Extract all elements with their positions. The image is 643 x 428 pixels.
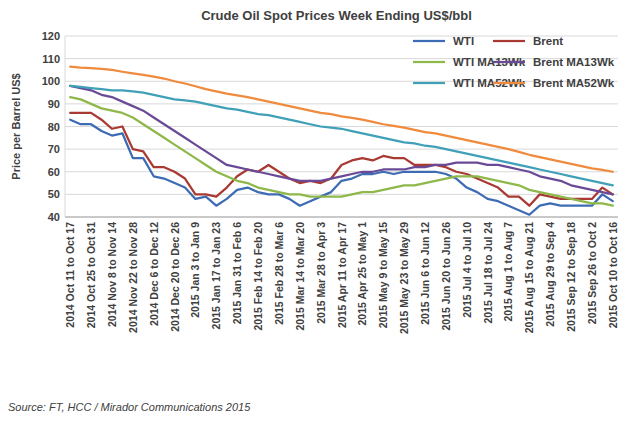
y-tick-label: 80 bbox=[48, 121, 60, 133]
legend-swatch bbox=[493, 61, 525, 63]
y-tick-label: 50 bbox=[48, 188, 60, 200]
title: Crude Oil Spot Prices Week Ending US$/bb… bbox=[201, 8, 472, 23]
x-tick-label: 2015 Apr 11 to Apr 17 bbox=[336, 222, 348, 328]
legend-label: WTI MA52Wk bbox=[453, 77, 526, 89]
grid-line bbox=[65, 194, 618, 195]
x-tick-label: 2015 Aug 15 to Aug 21 bbox=[523, 222, 535, 333]
x-tick-label: 2014 Oct 11 to Oct 17 bbox=[64, 222, 76, 328]
series-line bbox=[70, 113, 613, 206]
series-line bbox=[70, 67, 613, 172]
x-tick-label: 2015 Jan 17 to Jan 23 bbox=[210, 222, 222, 330]
legend-swatch bbox=[493, 82, 525, 84]
y-tick-label: 100 bbox=[42, 75, 60, 87]
y-tick-label: 120 bbox=[42, 30, 60, 42]
legend-label: WTI MA13Wk bbox=[453, 56, 526, 68]
x-tick-label: 2015 Jul 18 to Jul 24 bbox=[482, 222, 494, 324]
x-tick-label: 2015 Jan 31 to Feb 6 bbox=[231, 222, 243, 324]
x-tick-label: 2015 Aug 29 to Sep 4 bbox=[544, 222, 556, 327]
x-tick-label: 2015 Sep 26 to Oct 2 bbox=[586, 222, 598, 324]
legend-swatch bbox=[413, 61, 445, 63]
x-tick-label: 2015 Mar 14 to Mar 20 bbox=[294, 222, 306, 331]
source: Source: FT, HCC / Mirador Communications… bbox=[8, 401, 251, 413]
x-tick-label: 2014 Nov 8 to Nov 14 bbox=[106, 222, 118, 327]
x-tick-label: 2015 Feb 28 to Mar 6 bbox=[273, 222, 285, 325]
x-tick-label: 2014 Dec 20 to Dec 26 bbox=[169, 222, 181, 332]
series-line bbox=[70, 86, 613, 195]
x-tick-label: 2015 Apr 25 to May 1 bbox=[356, 222, 368, 326]
plot-area bbox=[70, 67, 613, 215]
x-axis bbox=[65, 217, 618, 218]
legend-label: Brent bbox=[533, 35, 563, 47]
legend-label: Brent MA52Wk bbox=[533, 77, 615, 89]
legend-swatch bbox=[493, 40, 525, 42]
series-line bbox=[70, 97, 613, 206]
legend-swatch bbox=[413, 82, 445, 84]
legend-swatch bbox=[413, 40, 445, 42]
y-tick-label: 40 bbox=[48, 211, 60, 223]
chart: Crude Oil Spot Prices Week Ending US$/bb… bbox=[0, 0, 643, 428]
legend-label: WTI bbox=[453, 35, 474, 47]
y-tick-label: 110 bbox=[42, 53, 60, 65]
grid-line bbox=[65, 171, 618, 172]
grid-line bbox=[65, 103, 618, 104]
background bbox=[0, 0, 643, 428]
x-tick-label: 2014 Oct 25 to Oct 31 bbox=[85, 222, 97, 328]
grid-line bbox=[65, 217, 618, 218]
x-tick-label: 2015 Sep 12 to Sep 18 bbox=[565, 222, 577, 332]
x-tick-label: 2015 Jul 4 to Jul 10 bbox=[461, 222, 473, 318]
x-tick-label: 2015 Mar 28 to Apr 3 bbox=[315, 222, 327, 324]
y-axis-label: Price per Barrel US$ bbox=[10, 73, 22, 179]
x-tick-label: 2015 Oct 10 to Oct 16 bbox=[607, 222, 619, 328]
y-tick-label: 70 bbox=[48, 143, 60, 155]
x-tick-label: 2015 May 23 to May 29 bbox=[398, 222, 410, 334]
x-tick-label: 2015 Aug 1 to Aug 7 bbox=[502, 222, 514, 322]
grid-line bbox=[65, 149, 618, 150]
y-tick-label: 90 bbox=[48, 98, 60, 110]
series-line bbox=[70, 86, 613, 186]
x-tick-label: 2015 Jun 20 to Jun 26 bbox=[440, 222, 452, 331]
x-tick-label: 2015 Jan 3 to Jan 9 bbox=[189, 222, 201, 318]
x-tick-label: 2015 May 9 to May 15 bbox=[377, 222, 389, 328]
x-tick-label: 2015 Feb 14 to Feb 20 bbox=[252, 222, 264, 331]
x-tick-label: 2014 Nov 22 to Nov 28 bbox=[127, 222, 139, 333]
legend-label: Brent MA13Wk bbox=[533, 56, 615, 68]
x-tick-label: 2015 Jun 6 to Jun 12 bbox=[419, 222, 431, 325]
y-axis bbox=[65, 36, 66, 217]
x-tick-label: 2014 Dec 6 to Dec 12 bbox=[148, 222, 160, 326]
y-tick-label: 60 bbox=[48, 166, 60, 178]
